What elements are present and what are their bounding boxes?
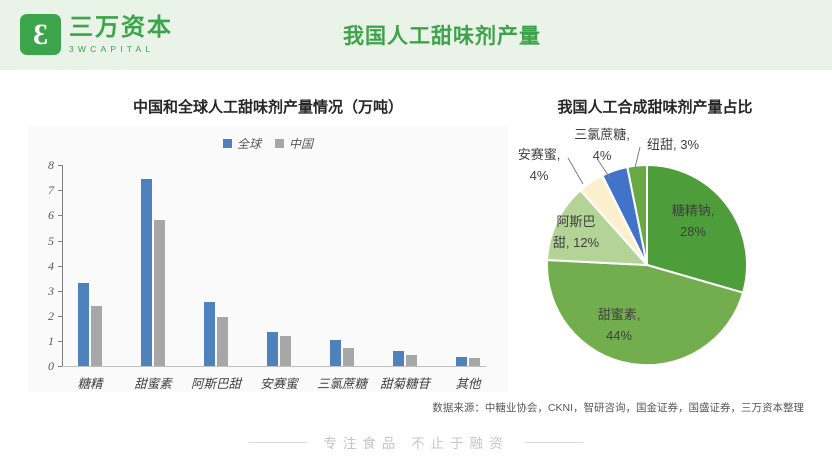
logo-name-cn: 三万资本 (69, 14, 173, 41)
y-tick-mark (58, 190, 62, 192)
pie-slice-甜蜜素 (546, 259, 745, 367)
legend-label-global: 全球 (236, 137, 261, 151)
x-category-label: 三氯蔗糖 (316, 377, 367, 391)
page-title: 我国人工甜味剂产量 (343, 25, 541, 48)
x-category-label: 阿斯巴甜 (190, 377, 241, 391)
pie-label-cyclamate: 甜蜜素, 44% (597, 307, 641, 343)
leader-neotame (634, 146, 641, 169)
bar-中国-糖精 (91, 305, 102, 366)
pie-slice-纽甜 (626, 164, 648, 266)
pie-chart-title: 我国人工合成甜味剂产量占比 (557, 99, 753, 116)
leader-acesulfame (567, 157, 584, 185)
y-tick-mark (58, 366, 62, 367)
y-tick-label: 3 (48, 283, 54, 298)
x-axis-line (62, 366, 486, 367)
bar-plot-area: 0 1 2 3 4 5 6 7 8 糖精 甜蜜素 阿斯巴甜 安赛蜜 三氯蔗糖 甜菊糖苷 其他 (28, 126, 508, 392)
y-tick-mark (58, 340, 62, 342)
footer-slogan: 专注食品 不止于融资 (0, 432, 832, 452)
bar-中国-阿斯巴甜 (217, 317, 228, 366)
legend-item-global: 全球 (222, 135, 261, 152)
y-tick-mark (58, 315, 62, 317)
bar-全球-甜菊糖苷 (393, 350, 404, 366)
bar-全球-甜蜜素 (141, 179, 152, 366)
pie-chart: 糖精钠, 28% 甜蜜素, 44% 阿斯巴 甜, 12% 安赛蜜, 4% 三氯蔗… (495, 118, 825, 380)
y-tick-label: 7 (48, 183, 54, 198)
y-tick-label: 5 (48, 233, 54, 248)
y-tick-mark (58, 215, 62, 217)
pie-label-sucralose: 三氯蔗糖, 4% (574, 127, 630, 163)
source-note: 数据来源：中糖业协会，CKNI，智研咨询，国金证券，国盛证券，三万资本整理 (432, 402, 804, 414)
bar-全球-其他 (456, 357, 467, 366)
bar-全球-阿斯巴甜 (204, 301, 215, 366)
y-tick-mark (58, 165, 62, 167)
y-axis-line (62, 165, 63, 366)
bar-中国-甜蜜素 (154, 220, 165, 366)
pie-slice-阿斯巴甜 (546, 189, 648, 266)
bar-中国-甜菊糖苷 (406, 354, 417, 366)
x-category-label: 糖精 (77, 377, 103, 391)
pie-label-saccharin-sodium: 糖精钠, 28% (671, 203, 715, 239)
bar-chart: 0 1 2 3 4 5 6 7 8 糖精 甜蜜素 阿斯巴甜 安赛蜜 三氯蔗糖 甜菊糖苷 其他 全球 中国 (28, 126, 508, 392)
x-category-label: 甜菊糖苷 (379, 377, 430, 391)
y-tick-label: 6 (48, 208, 54, 223)
right-dash (524, 441, 583, 443)
bar-chart-legend: 全球 中国 (28, 135, 508, 152)
left-dash (249, 441, 308, 443)
y-tick-mark (58, 290, 62, 292)
logo-name-en: 3WCAPITAL (69, 44, 155, 54)
logo-icon: 3 (20, 14, 61, 55)
x-category-label: 甜蜜素 (134, 377, 172, 391)
header-band: 3 三万资本 3WCAPITAL 我国人工甜味剂产量 (0, 0, 832, 70)
pie-svg (546, 146, 748, 367)
leader-sucralose (597, 159, 611, 179)
pie-label-acesulfame: 安赛蜜, 4% (517, 147, 561, 183)
x-category-label: 其他 (455, 377, 481, 391)
bar-全球-糖精 (78, 283, 89, 366)
y-tick-label: 2 (48, 308, 54, 323)
bar-全球-三氯蔗糖 (330, 339, 341, 366)
bar-中国-其他 (469, 358, 480, 366)
y-tick-label: 1 (48, 333, 54, 348)
legend-label-china: 中国 (289, 137, 314, 151)
legend-item-china: 中国 (275, 135, 313, 152)
logo-wordmark: 三万资本 3WCAPITAL (69, 14, 173, 55)
y-tick-mark (58, 265, 62, 267)
slogan-text: 专注食品 不止于融资 (323, 436, 509, 451)
pie-label-aspartame: 阿斯巴 甜, 12% (552, 214, 600, 250)
logo: 3 三万资本 3WCAPITAL (20, 14, 173, 55)
pie-label-neotame: 纽甜, 3% (646, 137, 699, 152)
bar-全球-安赛蜜 (267, 332, 278, 366)
bar-chart-title: 中国和全球人工甜味剂产量情况（万吨） (132, 99, 403, 116)
pie-slice-糖精钠 (646, 164, 748, 294)
x-category-label: 安赛蜜 (260, 377, 298, 391)
bar-中国-三氯蔗糖 (343, 348, 354, 366)
y-tick-label: 4 (48, 258, 54, 273)
y-tick-label: 0 (48, 359, 54, 373)
y-tick-mark (58, 240, 62, 242)
bar-中国-安赛蜜 (280, 335, 291, 366)
legend-swatch-china (275, 139, 284, 148)
legend-swatch-global (222, 139, 232, 148)
y-tick-label: 8 (48, 158, 54, 173)
